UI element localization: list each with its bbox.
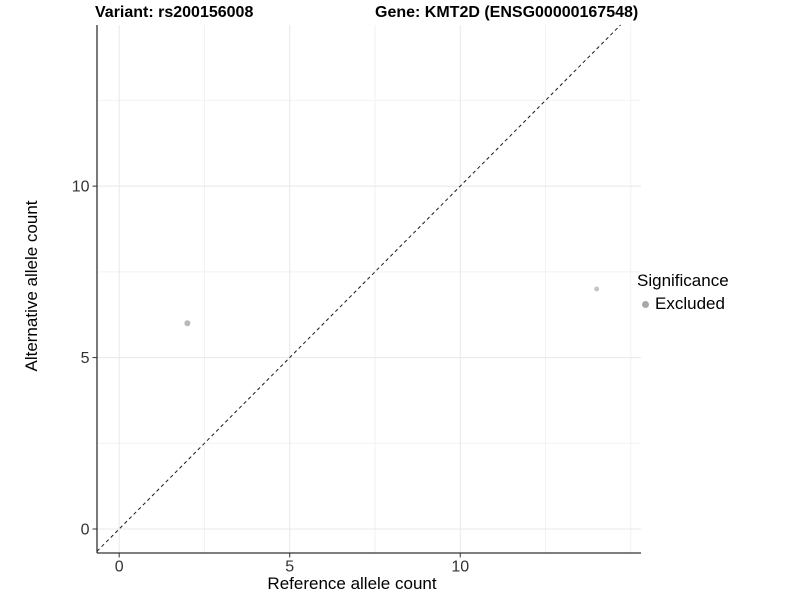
x-tick-label: 10 [451, 559, 469, 576]
legend-title: Significance [637, 271, 729, 290]
plot-title-gene: Gene: KMT2D (ENSG00000167548) [375, 4, 639, 21]
legend-entry-label: Excluded [655, 294, 725, 313]
x-tick-label: 0 [115, 559, 124, 576]
x-tick-label: 5 [285, 559, 294, 576]
x-axis-title: Reference allele count [267, 574, 437, 593]
legend-marker-dot-icon [642, 300, 649, 308]
data-point [594, 286, 600, 292]
y-axis-title: Alternative allele count [22, 200, 41, 372]
legend-entry-excluded: Excluded [642, 294, 729, 314]
plot-title-variant: Variant: rs200156008 [95, 4, 254, 21]
data-point [184, 320, 191, 327]
identity-line [96, 24, 621, 552]
y-tick-label: 10 [72, 179, 90, 196]
y-tick-label: 5 [81, 350, 90, 367]
y-tick-label: 0 [81, 522, 90, 539]
legend: Significance Excluded [637, 271, 729, 314]
